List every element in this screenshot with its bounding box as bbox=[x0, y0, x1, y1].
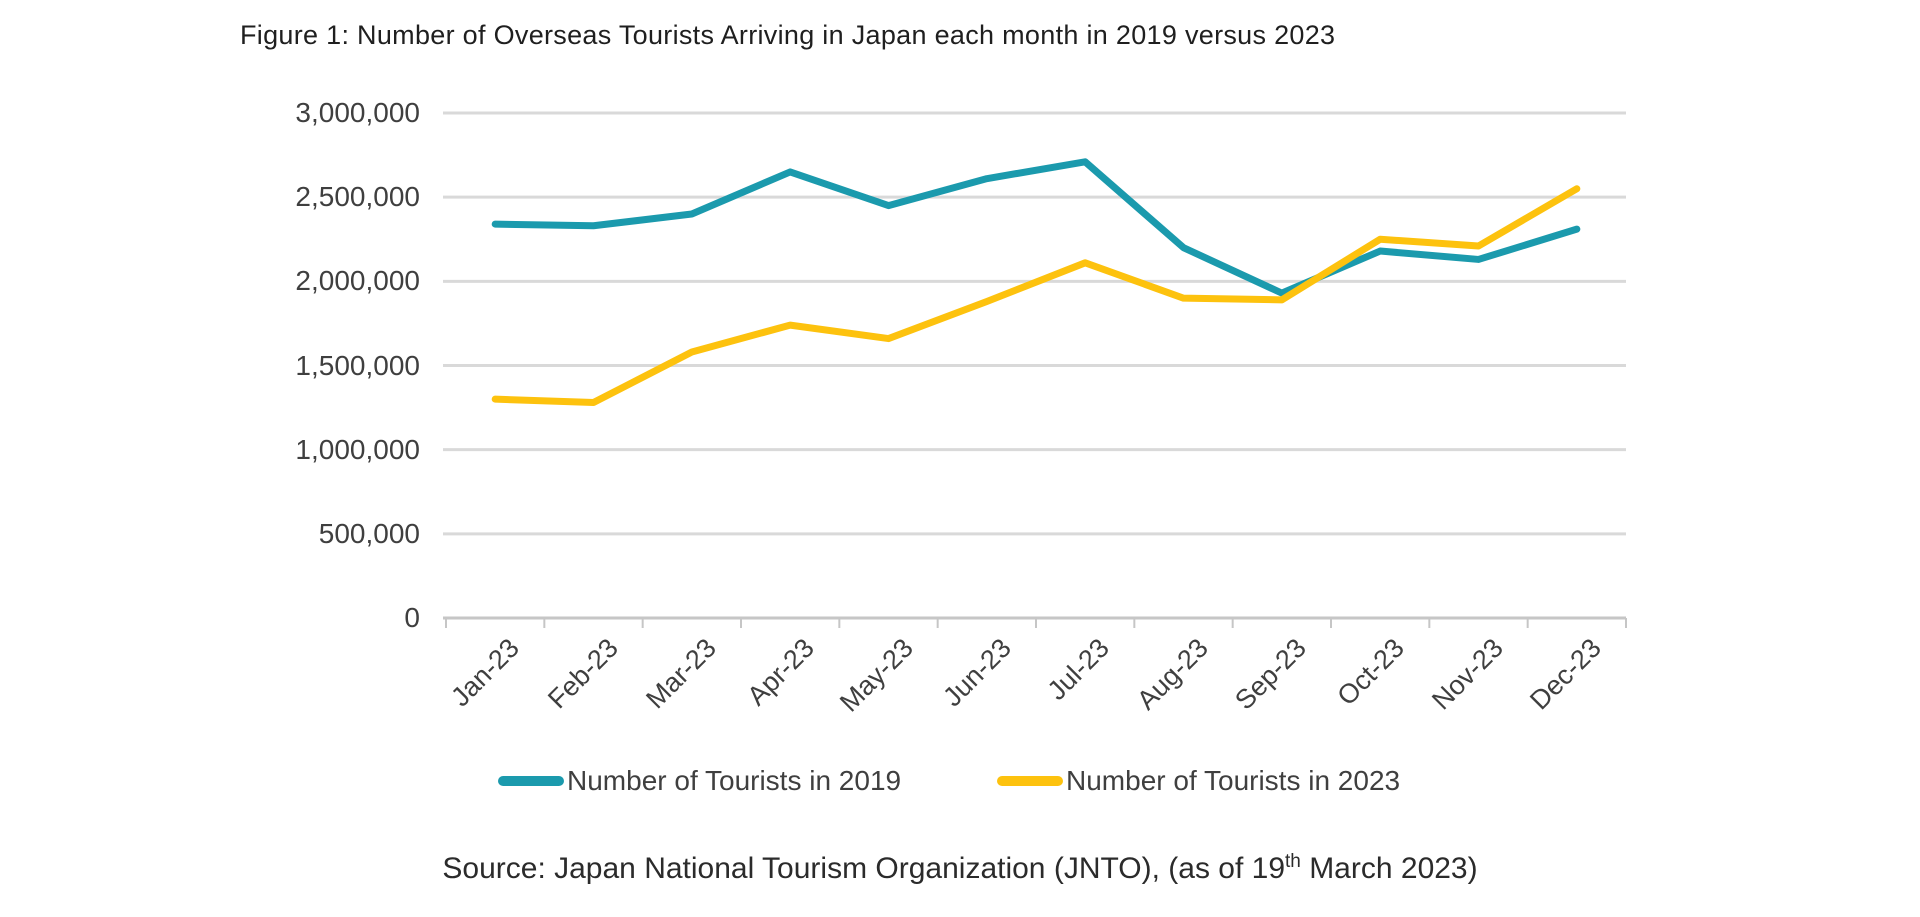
y-tick-label: 3,000,000 bbox=[295, 97, 420, 128]
chart-title: Figure 1: Number of Overseas Tourists Ar… bbox=[240, 20, 1336, 50]
y-tick-label: 500,000 bbox=[318, 517, 420, 549]
y-tick-label: 2,500,000 bbox=[295, 181, 420, 213]
legend-item-2019: Number of Tourists in 2019 bbox=[498, 763, 901, 799]
legend-dash-2023-icon bbox=[997, 776, 1063, 786]
source-text-suffix: March 2023) bbox=[1300, 852, 1478, 885]
series-line-2023 bbox=[491, 185, 1581, 407]
legend-label-2019: Number of Tourists in 2019 bbox=[567, 765, 902, 796]
legend-item-2023: Number of Tourists in 2023 bbox=[997, 763, 1400, 799]
source-text-prefix: Source: Japan National Tourism Organizat… bbox=[442, 852, 1285, 885]
source-text-superscript: th bbox=[1285, 851, 1301, 872]
y-tick-label: 1,500,000 bbox=[295, 349, 420, 381]
y-tick-label: 1,000,000 bbox=[295, 433, 420, 465]
legend-label-2023: Number of Tourists in 2023 bbox=[1066, 765, 1401, 796]
y-tick-label: 2,000,000 bbox=[295, 265, 420, 297]
legend-dash-2019-icon bbox=[498, 776, 564, 786]
series-line-2019 bbox=[491, 158, 1581, 297]
source-note: Source: Japan National Tourism Organizat… bbox=[0, 851, 1920, 886]
y-tick-label: 0 bbox=[404, 602, 420, 633]
